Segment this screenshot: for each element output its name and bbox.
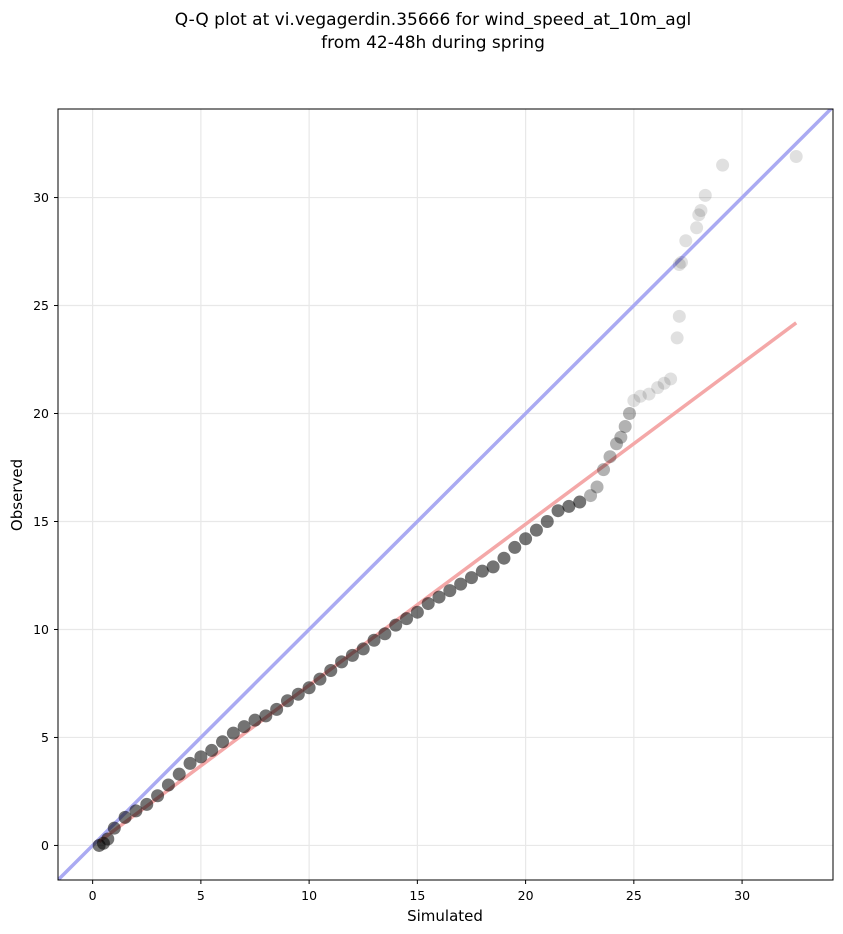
data-point <box>345 648 359 662</box>
data-point <box>623 407 637 421</box>
data-point <box>378 627 392 641</box>
chart-subtitle: from 42-48h during spring <box>321 33 545 53</box>
data-point <box>679 234 693 248</box>
x-tick-label: 5 <box>197 888 205 903</box>
data-point <box>464 571 478 585</box>
data-point <box>670 331 684 345</box>
data-point <box>672 309 686 323</box>
data-point <box>101 832 115 846</box>
data-point <box>129 804 143 818</box>
data-point <box>367 633 381 647</box>
chart-title: Q-Q plot at vi.vegagerdin.35666 for wind… <box>175 10 691 30</box>
data-point <box>672 257 686 271</box>
data-point <box>432 590 446 604</box>
data-point <box>692 208 706 222</box>
data-point <box>443 584 457 598</box>
data-point <box>475 564 489 578</box>
data-point <box>573 495 587 509</box>
data-point <box>627 394 641 408</box>
y-tick-label: 20 <box>33 406 49 421</box>
data-point <box>529 523 543 537</box>
data-point <box>508 540 522 554</box>
data-points <box>92 150 803 852</box>
x-tick-label: 0 <box>89 888 97 903</box>
data-point <box>302 681 316 695</box>
data-point <box>313 672 327 686</box>
x-tick-label: 20 <box>518 888 534 903</box>
reference-lines <box>58 109 833 880</box>
data-point <box>280 694 294 708</box>
plot-frame <box>57 108 834 881</box>
data-point <box>698 188 712 202</box>
data-point <box>183 756 197 770</box>
grid <box>58 109 833 880</box>
x-tick-label: 30 <box>734 888 750 903</box>
data-point <box>291 687 305 701</box>
data-point <box>237 720 251 734</box>
data-point <box>270 702 284 716</box>
data-point <box>664 372 678 386</box>
data-point <box>562 499 576 513</box>
data-point <box>486 560 500 574</box>
data-point <box>259 709 273 723</box>
data-point <box>657 376 671 390</box>
data-point <box>642 387 656 401</box>
data-point <box>497 551 511 565</box>
data-point <box>603 450 617 464</box>
x-axis-label: Simulated <box>407 907 483 925</box>
data-point <box>248 713 262 727</box>
data-point <box>551 504 565 518</box>
y-tick-label: 25 <box>33 298 49 313</box>
data-point <box>400 612 414 626</box>
data-point <box>161 778 175 792</box>
data-point <box>519 532 533 546</box>
y-tick-label: 0 <box>41 838 49 853</box>
fit-line <box>98 321 798 843</box>
y-axis-label: Observed <box>8 459 26 531</box>
data-point <box>584 489 598 503</box>
data-point <box>618 419 632 433</box>
data-point <box>590 480 604 494</box>
data-point <box>410 605 424 619</box>
x-tick-label: 10 <box>301 888 317 903</box>
data-point <box>540 514 554 528</box>
identity-line <box>58 109 833 880</box>
data-point <box>454 577 468 591</box>
data-point <box>597 463 611 477</box>
data-point <box>324 664 338 678</box>
x-tick-label: 15 <box>409 888 425 903</box>
data-point <box>633 389 647 403</box>
x-tick-label: 25 <box>626 888 642 903</box>
data-point <box>205 743 219 757</box>
data-point <box>610 437 624 451</box>
data-point <box>789 150 803 164</box>
data-point <box>690 221 704 235</box>
y-tick-label: 15 <box>33 514 49 529</box>
data-point <box>694 204 708 218</box>
data-point <box>335 655 349 669</box>
data-point <box>614 430 628 444</box>
data-point <box>226 726 240 740</box>
data-point <box>118 810 132 824</box>
data-point <box>151 789 165 803</box>
data-point <box>356 642 370 656</box>
data-point <box>107 821 121 835</box>
y-axis-ticks: 0 5 10 15 20 25 30 <box>33 190 58 853</box>
data-point <box>716 158 730 172</box>
data-point <box>389 618 403 632</box>
data-point <box>421 597 435 611</box>
y-tick-label: 10 <box>33 622 49 637</box>
x-axis-ticks: 0 5 10 15 20 25 30 <box>89 880 750 903</box>
data-point <box>674 255 688 269</box>
data-point <box>651 381 665 395</box>
data-point <box>194 750 208 764</box>
data-point <box>140 797 154 811</box>
data-point <box>216 735 230 749</box>
y-tick-label: 30 <box>33 190 49 205</box>
y-tick-label: 5 <box>41 730 49 745</box>
data-point <box>172 767 186 781</box>
